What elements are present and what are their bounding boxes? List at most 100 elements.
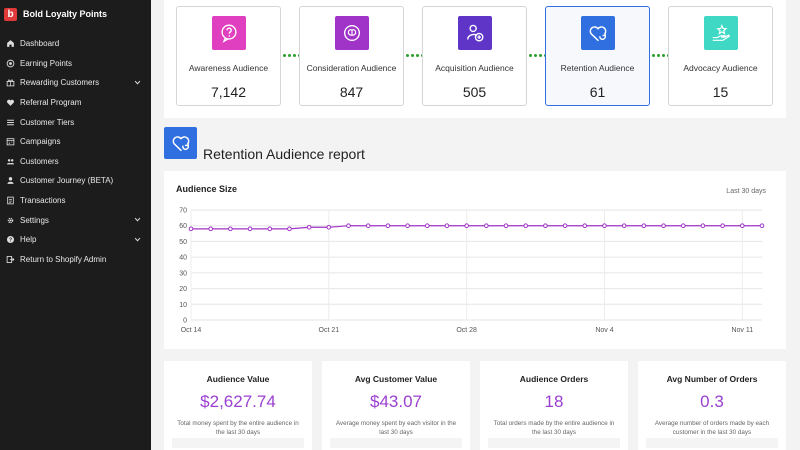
funnel-stage-label: Acquisition Audience	[435, 63, 514, 73]
sidebar-item-settings[interactable]: Settings	[0, 210, 151, 230]
stat-value: $43.07	[370, 392, 422, 411]
sidebar-item-help[interactable]: ? Help	[0, 230, 151, 250]
sidebar-item-label: Return to Shopify Admin	[20, 254, 107, 264]
data-point	[759, 223, 765, 229]
x-tick-label: Oct 28	[456, 327, 477, 334]
data-point	[424, 223, 430, 229]
chevron-down-icon[interactable]	[134, 79, 141, 86]
sidebar-item-label: Rewarding Customers	[20, 78, 100, 88]
funnel-card-retention[interactable]: Retention Audience 61	[545, 6, 650, 106]
funnel-stage-value: 505	[462, 84, 487, 100]
stat-value: $2,627.74	[200, 392, 276, 411]
user-add-icon	[458, 16, 492, 50]
sidebar-item-label: Help	[20, 235, 37, 245]
funnel-stage-label: Retention Audience	[560, 63, 635, 73]
data-point	[543, 223, 548, 229]
coin-icon	[6, 59, 15, 68]
stat-description: Average number of orders made by each cu…	[654, 420, 770, 436]
sidebar-item-label: Referral Program	[20, 98, 82, 108]
tiers-icon	[6, 118, 15, 127]
heart-icon	[6, 98, 15, 107]
sidebar-item-label: Transactions	[20, 196, 66, 206]
chart-title: Audience Size	[176, 184, 238, 194]
data-point	[484, 223, 489, 229]
funnel-card-acquisition[interactable]: Acquisition Audience 505	[422, 6, 527, 106]
sidebar-item-label: Dashboard	[20, 39, 60, 49]
sidebar-item-campaigns[interactable]: Campaigns	[0, 132, 151, 152]
chart-range[interactable]: Last 30 days	[726, 188, 766, 195]
stat-label: Avg Customer Value	[354, 374, 438, 384]
x-tick-label: Nov 11	[731, 327, 753, 334]
y-tick-label: 40	[179, 255, 187, 262]
data-point	[523, 223, 529, 229]
x-tick-label: Oct 14	[181, 327, 202, 334]
data-point	[287, 226, 292, 232]
help-icon: ?	[6, 235, 15, 244]
sidebar-item-transactions[interactable]: Transactions	[0, 191, 151, 211]
bold-logo-icon: b	[4, 7, 17, 21]
sidebar-item-return-to-shopify-admin[interactable]: Return to Shopify Admin	[0, 250, 151, 270]
data-point	[188, 226, 194, 232]
stat-card-audience-orders: Audience Orders 18 Total orders made by th…	[480, 361, 628, 450]
stat-card-footer	[330, 438, 462, 448]
stat-label: Audience Orders	[519, 374, 589, 384]
sidebar-item-label: Customers	[20, 156, 59, 166]
data-point	[365, 223, 371, 229]
data-point	[326, 224, 332, 230]
data-point	[444, 223, 450, 229]
line-chart: 0 10 20 30 40 50 60 70 Oct 14 Oct 21 Oct 28 Nov 4 No…	[179, 208, 765, 334]
data-point	[385, 223, 391, 229]
funnel-card-consideration[interactable]: Consideration Audience 847	[299, 6, 404, 106]
data-point	[247, 226, 253, 232]
sidebar-item-customers[interactable]: Customers	[0, 152, 151, 172]
data-point	[700, 223, 706, 229]
data-point	[661, 223, 666, 229]
sidebar-item-referral-program[interactable]: Referral Program	[0, 93, 151, 113]
data-point	[621, 223, 627, 229]
y-tick-label: 70	[179, 208, 187, 215]
data-point	[740, 223, 745, 229]
y-tick-label: 0	[183, 318, 187, 325]
sidebar-item-label: Customer Journey (BETA)	[20, 176, 114, 186]
sidebar-item-label: Campaigns	[20, 137, 61, 147]
stats-panel: Audience Value $2,627.74 Total money spent…	[164, 359, 786, 450]
funnel-stage-value: 7,142	[210, 84, 247, 100]
funnel-stage-value: 15	[712, 84, 729, 100]
heart-refresh-icon	[581, 16, 615, 50]
sidebar-item-earning-points[interactable]: Earning Points	[0, 54, 151, 74]
funnel-stage-label: Consideration Audience	[306, 63, 397, 73]
sidebar-item-dashboard[interactable]: Dashboard	[0, 34, 151, 54]
sidebar-item-customer-journey-beta[interactable]: Customer Journey (BETA)	[0, 171, 151, 191]
x-tick-label: Nov 4	[595, 327, 613, 334]
stat-description: Total money spent by the entire audience…	[177, 420, 299, 436]
stat-card-avg-number-of-orders: Avg Number of Orders 0.3 Average number of…	[638, 361, 786, 450]
data-point	[464, 223, 469, 229]
document-icon	[6, 196, 15, 205]
brand[interactable]: b Bold Loyalty Points	[0, 0, 151, 28]
stat-description: Average money spent by each visitor in t…	[335, 420, 457, 436]
calendar-icon	[6, 137, 15, 146]
data-point	[346, 223, 351, 229]
funnel-card-awareness[interactable]: Awareness Audience 7,142	[176, 6, 281, 106]
stat-value: 0.3	[700, 392, 724, 411]
sidebar-item-rewarding-customers[interactable]: Rewarding Customers	[0, 73, 151, 93]
y-tick-label: 60	[179, 223, 187, 230]
users-icon	[6, 157, 15, 166]
y-tick-label: 50	[179, 239, 187, 246]
hand-star-icon	[704, 16, 738, 50]
chevron-down-icon[interactable]	[134, 216, 141, 223]
data-point	[602, 223, 607, 229]
home-icon	[6, 39, 15, 48]
sidebar-item-customer-tiers[interactable]: Customer Tiers	[0, 112, 151, 132]
svg-text:?: ?	[9, 238, 12, 244]
x-tick-label: Oct 21	[319, 327, 340, 334]
audience-funnel: Awareness Audience 7,142 Consideration Aud…	[164, 0, 786, 118]
stat-value: 18	[544, 392, 564, 411]
stat-label: Avg Number of Orders	[666, 374, 758, 384]
stat-description: Total orders made by the entire audience…	[493, 420, 615, 436]
funnel-card-advocacy[interactable]: Advocacy Audience 15	[668, 6, 773, 106]
data-point	[641, 223, 647, 229]
funnel-stage-label: Awareness Audience	[188, 63, 269, 73]
chevron-down-icon[interactable]	[134, 236, 141, 243]
funnel-stage-value: 847	[339, 84, 364, 100]
